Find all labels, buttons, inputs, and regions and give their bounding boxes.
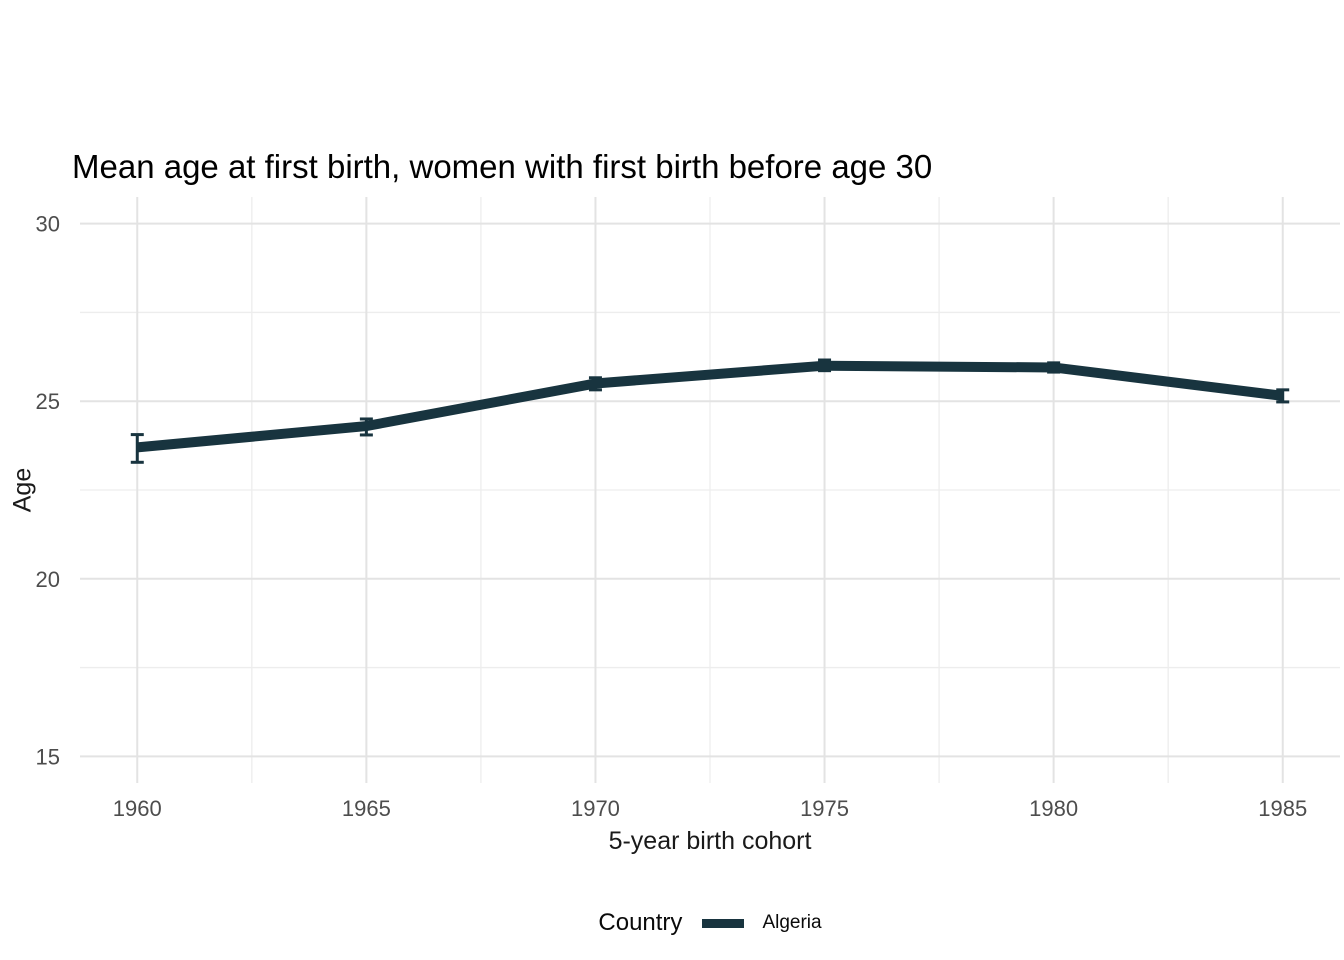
x-axis-title: 5-year birth cohort — [608, 827, 812, 855]
y-tick-label: 30 — [36, 212, 60, 237]
x-tick-label: 1965 — [342, 796, 391, 821]
y-tick-label: 15 — [36, 744, 60, 769]
x-tick-label: 1975 — [800, 796, 849, 821]
legend-entry-algeria: Algeria — [762, 912, 822, 933]
legend: Country Algeria — [80, 902, 1340, 944]
data-line-algeria — [136, 360, 1284, 453]
legend-title: Country — [598, 909, 683, 936]
x-tick-label: 1985 — [1258, 796, 1307, 821]
x-tick-label: 1970 — [571, 796, 620, 821]
y-tick-label: 25 — [36, 389, 60, 414]
legend-key-line-icon — [702, 918, 745, 928]
chart-title: Mean age at first birth, women with firs… — [72, 148, 933, 185]
y-axis-title: Age — [8, 467, 37, 513]
y-tick-label: 20 — [36, 567, 60, 592]
x-tick-label: 1960 — [113, 796, 162, 821]
x-tick-label: 1980 — [1029, 796, 1078, 821]
